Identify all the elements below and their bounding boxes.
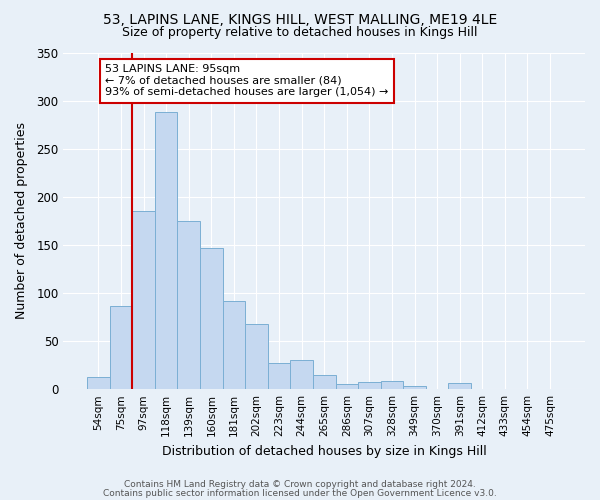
Bar [245,324,268,389]
Text: Contains HM Land Registry data © Crown copyright and database right 2024.: Contains HM Land Registry data © Crown c… [124,480,476,489]
Text: Contains public sector information licensed under the Open Government Licence v3: Contains public sector information licen… [103,488,497,498]
Bar [380,380,403,389]
Bar [110,306,133,389]
Text: 53 LAPINS LANE: 95sqm
← 7% of detached houses are smaller (84)
93% of semi-detac: 53 LAPINS LANE: 95sqm ← 7% of detached h… [105,64,389,98]
Bar [133,211,155,389]
Bar [155,112,178,389]
Text: Size of property relative to detached houses in Kings Hill: Size of property relative to detached ho… [122,26,478,39]
Bar [268,363,290,389]
Bar [403,386,426,389]
Bar [313,375,335,389]
Bar [448,384,471,389]
Y-axis label: Number of detached properties: Number of detached properties [15,122,28,320]
Text: 53, LAPINS LANE, KINGS HILL, WEST MALLING, ME19 4LE: 53, LAPINS LANE, KINGS HILL, WEST MALLIN… [103,12,497,26]
X-axis label: Distribution of detached houses by size in Kings Hill: Distribution of detached houses by size … [162,444,487,458]
Bar [178,221,200,389]
Bar [200,248,223,389]
Bar [290,360,313,389]
Bar [87,376,110,389]
Bar [223,300,245,389]
Bar [335,384,358,389]
Bar [358,382,380,389]
